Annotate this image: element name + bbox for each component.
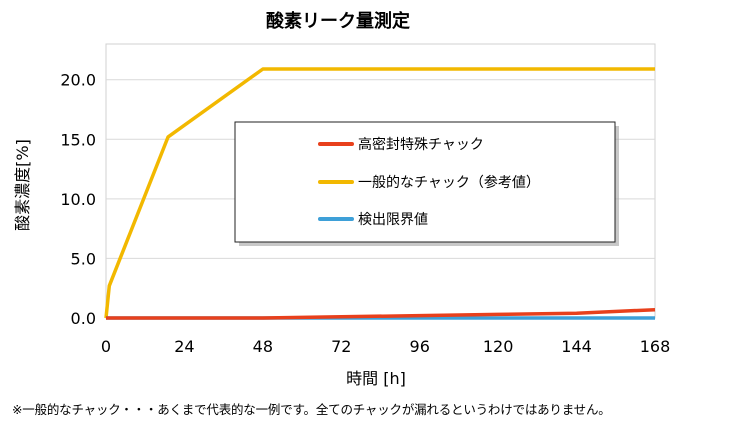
- y-tick-label: 15.0: [60, 130, 96, 149]
- legend-label-2: 検出限界値: [358, 212, 428, 228]
- x-tick-label: 96: [410, 337, 430, 356]
- x-tick-label: 72: [331, 337, 351, 356]
- series-line-0: [106, 307, 656, 320]
- series-line-1: [104, 67, 655, 319]
- x-tick-label: 168: [640, 337, 671, 356]
- x-tick-label: 0: [101, 337, 111, 356]
- y-tick-label: 10.0: [60, 190, 96, 209]
- chart-title: 酸素リーク量測定: [266, 10, 410, 32]
- y-axis-label: 酸素濃度[%]: [13, 139, 32, 231]
- legend: [234, 121, 616, 243]
- x-tick-label: 144: [561, 337, 592, 356]
- x-tick-label: 120: [483, 337, 514, 356]
- chart-svg: 酸素リーク量測定 0.0 5.0 10.0 15.0 20.0 0 24 48 72 96 120 14…: [13, 10, 671, 388]
- legend-label-0: 高密封特殊チャック: [358, 136, 484, 153]
- y-tick-label: 20.0: [60, 71, 96, 90]
- y-tick-label: 0.0: [71, 309, 96, 328]
- footnote: ※一般的なチャック・・・あくまで代表的な一例です。全てのチャックが漏れるというわ…: [12, 402, 611, 417]
- x-tick-label: 24: [174, 337, 194, 356]
- x-axis-label: 時間 [h]: [346, 369, 406, 388]
- y-tick-label: 5.0: [71, 249, 96, 268]
- x-tick-label: 48: [253, 337, 273, 356]
- legend-label-1: 一般的なチャック（参考値）: [358, 174, 540, 191]
